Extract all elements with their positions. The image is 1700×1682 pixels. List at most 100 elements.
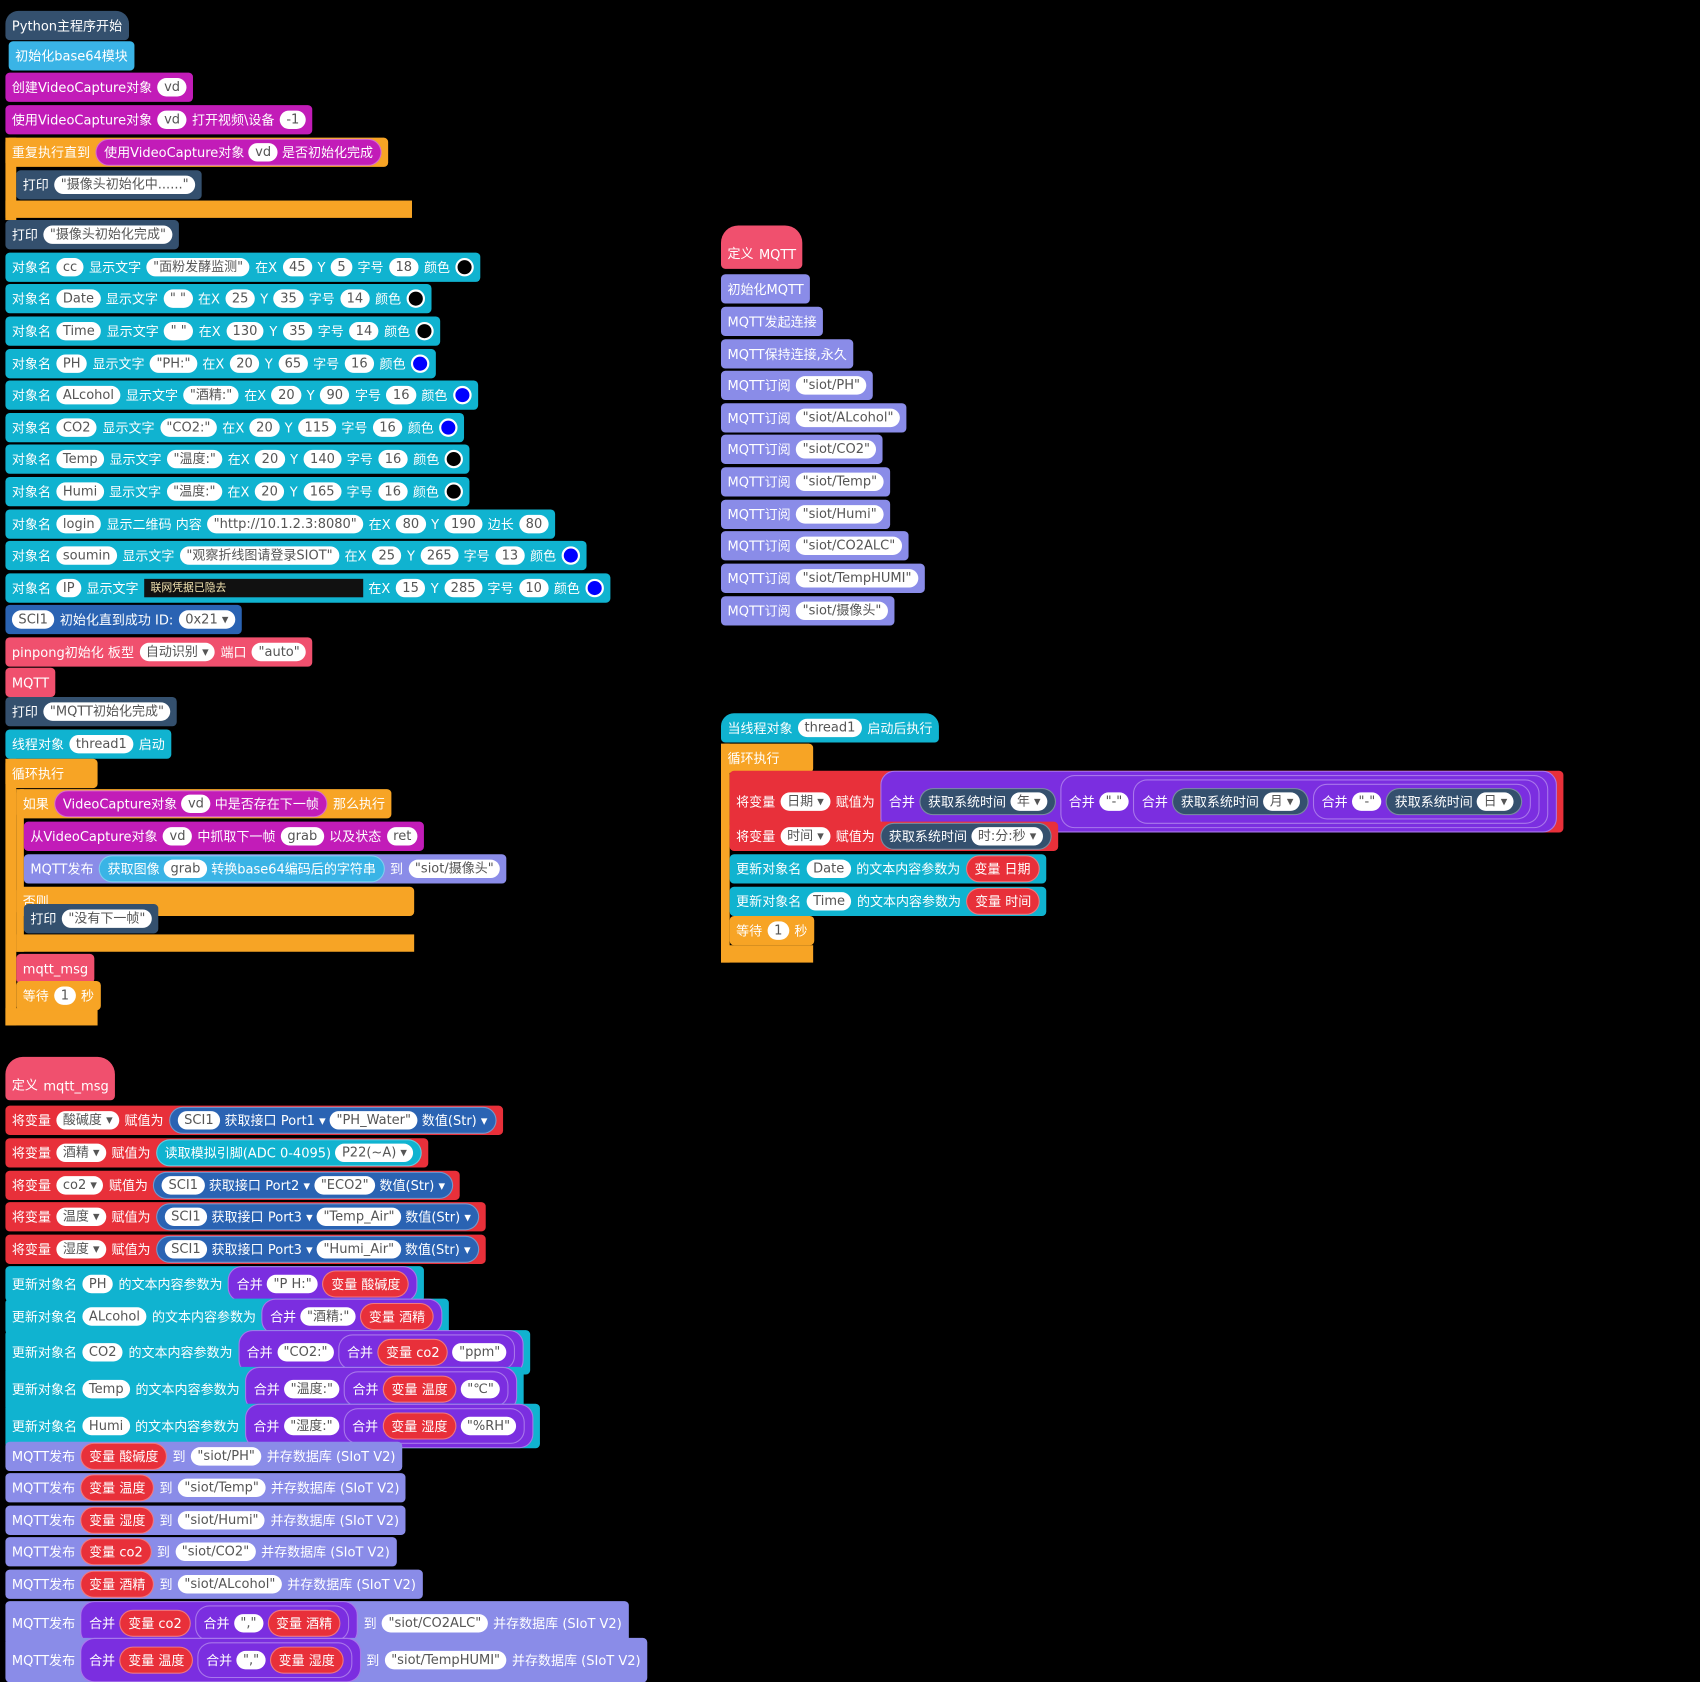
reporter-block: 变量 湿度 [382, 1412, 457, 1440]
block-label: 打印 [22, 177, 49, 193]
c-block-arm [720, 743, 730, 963]
input-field: 45 [282, 257, 313, 277]
block-label: 字号 [341, 420, 368, 436]
block-label: 赋值为 [111, 1242, 151, 1258]
block-label: 数值(Str) ▾ [421, 1113, 488, 1129]
input-field: 80 [519, 514, 549, 534]
block-label: 数值(Str) ▾ [405, 1209, 471, 1225]
block-label: Y [260, 291, 269, 307]
reporter-block: 合并 "," 变量 酒精 [194, 1605, 350, 1642]
block-label: MQTT发布 [30, 861, 94, 877]
input-field: ret [386, 827, 418, 846]
input-field: "%RH" [460, 1416, 517, 1436]
block-label: 创建VideoCapture对象 [11, 80, 153, 96]
block-label: 字号 [487, 581, 514, 597]
code-block: 将变量 温度 ▾ 赋值为 SCI1 获取接口 Port3 ▾ "Temp_Air" 数值(St… [5, 1202, 487, 1232]
reporter-block: 获取系统时间年 ▾ [919, 788, 1056, 816]
code-block: MQTT订阅 "siot/CO2" [720, 434, 884, 464]
input-field: 湿度 ▾ [56, 1240, 107, 1259]
code-block: pinpong初始化 板型 自动识别 ▾ 端口 "auto" [5, 637, 313, 667]
code-block: 线程对象 thread1 启动 [5, 729, 172, 759]
block-label: MQTT [11, 674, 50, 690]
code-block: MQTT发布 变量 湿度到 "siot/Humi" 并存数据库 (SIoT V2) [5, 1505, 406, 1535]
block-label: 颜色 [412, 484, 439, 500]
code-block: 将变量 co2 ▾ 赋值为 SCI1 获取接口 Port2 ▾ "ECO2" 数值(Str) … [5, 1170, 461, 1200]
input-field: PH [56, 354, 88, 373]
block-label: 合并 [206, 1653, 233, 1669]
block-label: 字号 [317, 324, 344, 340]
reporter-block: 合并 变量 湿度 "%RH" [343, 1408, 526, 1444]
block-label: 将变量 [11, 1209, 51, 1225]
input-field: 20 [271, 385, 302, 405]
code-block: 对象名 IP 显示文字 联网凭据已隐去 在X 15 Y 285 字号 10 颜色 [5, 573, 611, 603]
block-label: 合并 [1321, 794, 1348, 810]
block-label: 在X [198, 324, 221, 340]
input-field: 日 ▾ [1477, 792, 1514, 811]
block-label: 将变量 [11, 1242, 51, 1258]
block-label: 打开视频\设备 [191, 112, 275, 128]
input-field: 65 [278, 354, 308, 373]
input-field: "siot/CO2" [175, 1542, 256, 1561]
block-label: Port1 ▾ [280, 1112, 326, 1128]
input-field: "酒精:" [300, 1307, 356, 1326]
reporter-block: 读取模拟引脚(ADC 0-4095) P22(~A) ▾ [155, 1139, 423, 1167]
input-field: 20 [249, 418, 280, 437]
input-field: "温度:" [166, 482, 223, 501]
input-field: 90 [319, 385, 350, 405]
code-block: MQTT发布 变量 温度到 "siot/Temp" 并存数据库 (SIoT V2) [5, 1473, 406, 1503]
input-field: Time [56, 321, 102, 341]
code-block: 对象名 CO2 显示文字 "CO2:" 在X 20 Y 115 字号 16 颜色 [5, 413, 465, 443]
reporter-block: SCI1 获取接口 Port3 ▾ "Temp_Air" 数值(Str) ▾ [155, 1203, 480, 1231]
c-block-arm [5, 758, 17, 1026]
block-label: 的文本内容参数为 [135, 1418, 240, 1435]
block-label: MQTT发布 [11, 1577, 76, 1593]
block-label: 在X [222, 420, 245, 436]
code-block: 初始化MQTT [720, 274, 811, 304]
block-label: 对象名 [11, 260, 51, 276]
input-field: Humi [82, 1416, 130, 1436]
block-label: 对象名 [11, 356, 51, 372]
block-label: 字号 [308, 291, 335, 307]
input-field: "摄像头初始化完成" [43, 225, 173, 244]
block-label: 变量 温度 [128, 1653, 185, 1669]
block-label: 合并 [352, 1418, 379, 1435]
code-block: Python主程序开始 [5, 10, 129, 41]
code-block: MQTT订阅 "siot/ALcohol" [720, 403, 907, 433]
block-label: 对象名 [11, 452, 51, 468]
block-label: 并存数据库 (SIoT V2) [261, 1544, 390, 1560]
reporter-block: 合并 变量 温度 "℃" [343, 1371, 510, 1408]
block-label: 显示文字 [109, 484, 162, 500]
block-label: 更新对象名 [11, 1345, 77, 1361]
color-swatch [415, 321, 435, 341]
input-field: "℃" [460, 1379, 501, 1399]
code-block: 对象名 PH 显示文字 "PH:" 在X 20 Y 65 字号 16 颜色 [5, 349, 436, 379]
input-field: 18 [389, 257, 419, 277]
input-field: 285 [444, 578, 483, 598]
block-label: 到 [366, 1653, 380, 1669]
block-label: 显示文字 [105, 291, 158, 307]
input-field: 115 [298, 418, 336, 437]
input-field: 5 [330, 257, 353, 277]
block-label: 变量 酸碱度 [331, 1276, 401, 1293]
code-block: 使用VideoCapture对象 vd 打开视频\设备 -1 [5, 105, 313, 135]
block-label: 合并 [270, 1309, 297, 1325]
reporter-block: SCI1 获取接口 Port2 ▾ "ECO2" 数值(Str) ▾ [153, 1171, 454, 1199]
block-label: Port3 ▾ [267, 1241, 313, 1257]
block-label: 合并 [236, 1276, 263, 1293]
code-block: MQTT发布 合并 变量 温度 合并 "," 变量 湿度到 "siot/TempHUMI" 并… [5, 1637, 648, 1682]
block-label: 显示文字 [89, 260, 142, 276]
reporter-block: SCI1 获取接口 Port3 ▾ "Humi_Air" 数值(Str) ▾ [155, 1235, 480, 1263]
block-label: 将变量 [736, 794, 776, 810]
block-label: 变量 湿度 [278, 1653, 335, 1669]
block-label: 更新对象名 [736, 894, 802, 910]
input-field: PH [82, 1274, 114, 1294]
code-block: 当线程对象 thread1 启动后执行 [720, 713, 939, 743]
block-label: 获取系统时间 [1394, 794, 1473, 810]
input-field: CO2 [56, 418, 98, 437]
block-label: 颜色 [407, 420, 434, 436]
block-label: 使用VideoCapture对象 [11, 112, 153, 128]
color-swatch [439, 418, 458, 437]
input-field: SCI1 [164, 1240, 208, 1259]
input-field: 14 [340, 289, 370, 308]
block-label: 对象名 [11, 388, 51, 404]
